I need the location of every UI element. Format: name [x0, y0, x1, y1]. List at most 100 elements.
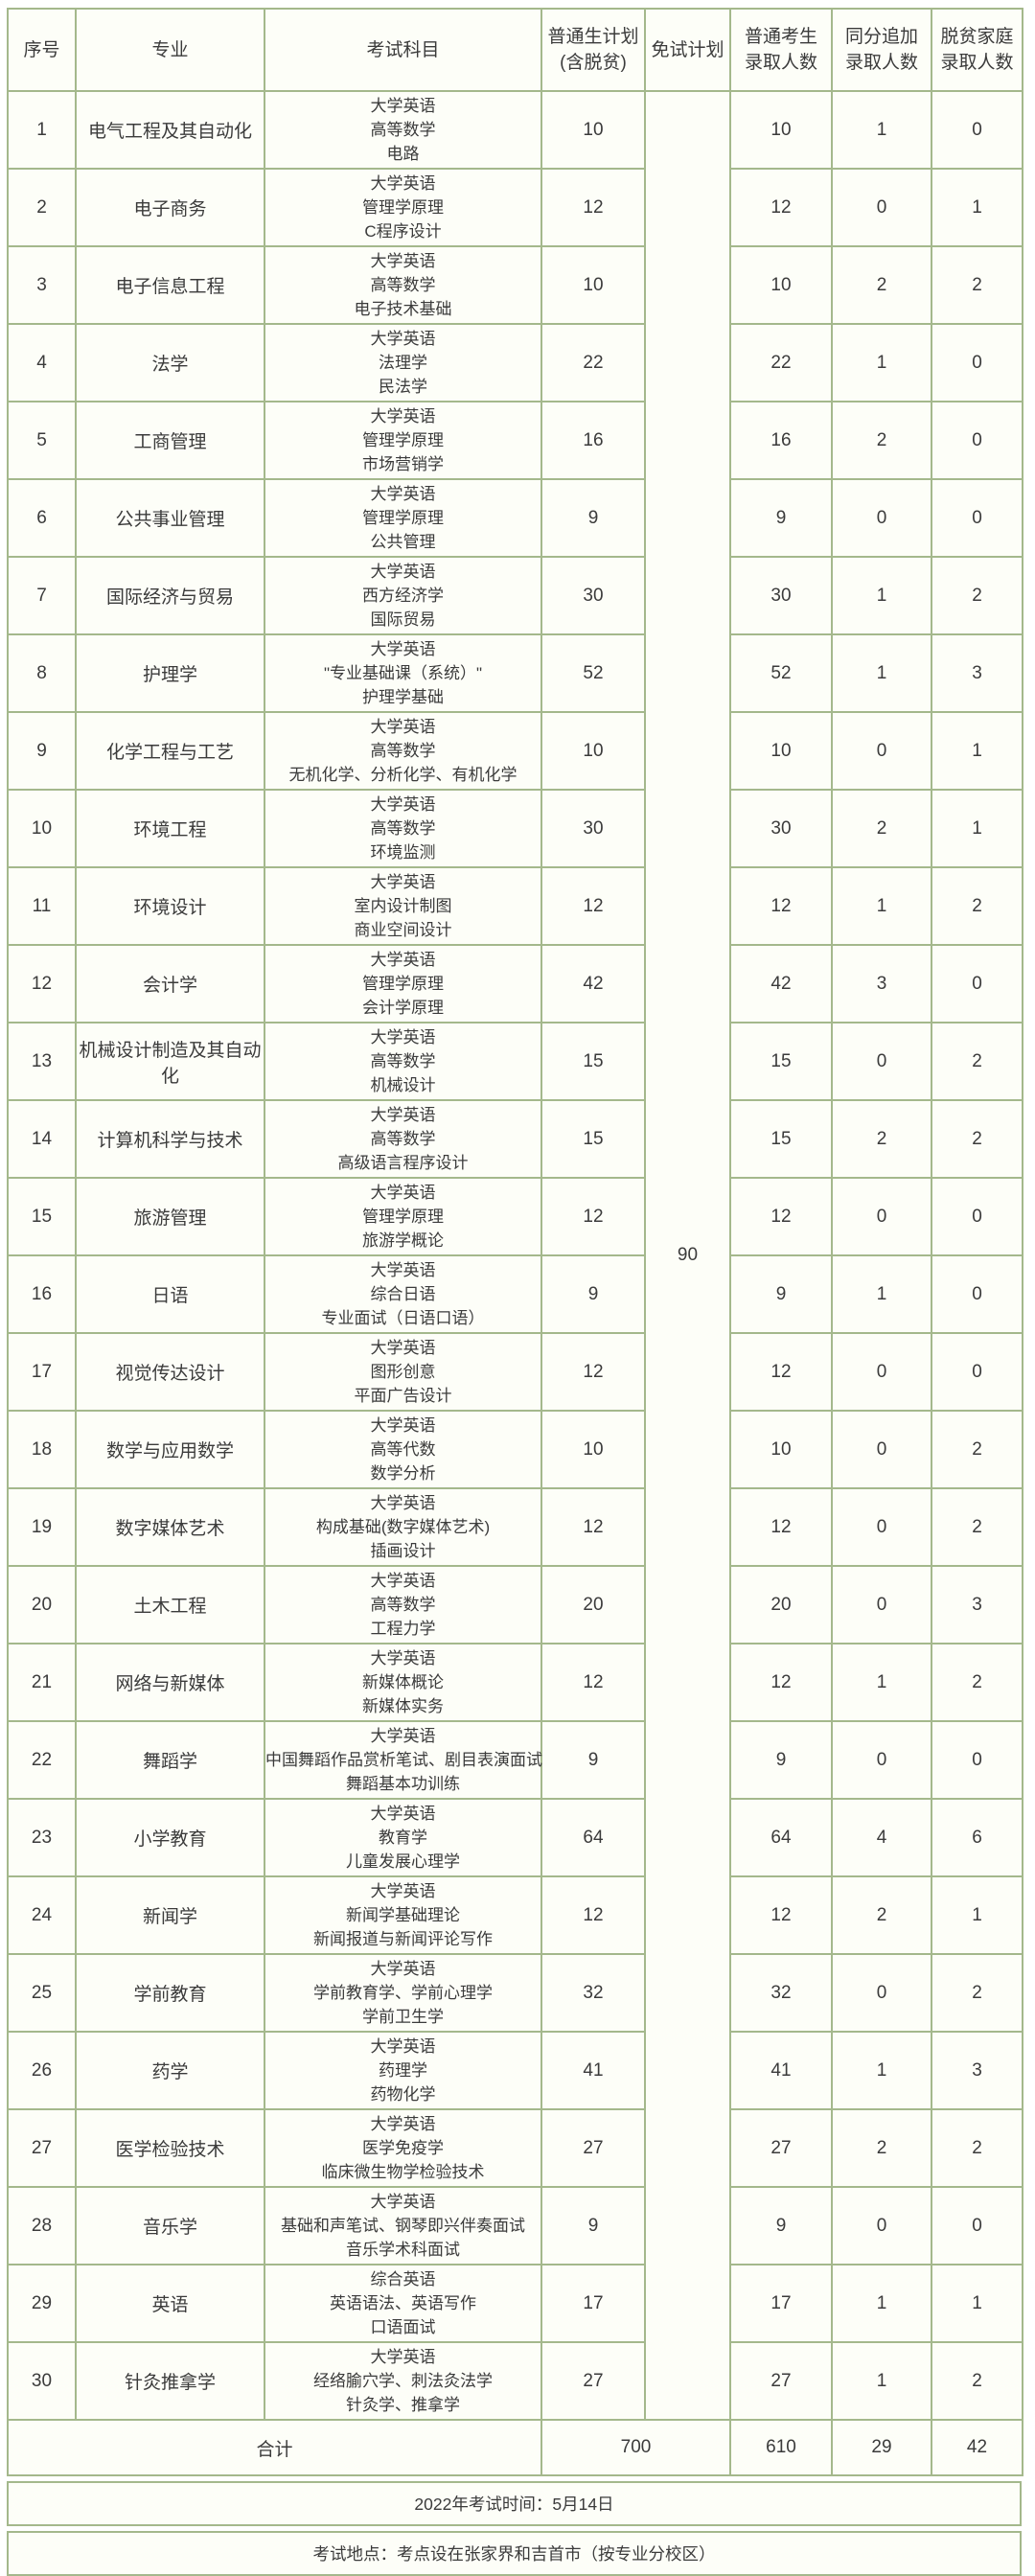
- subject-line: 法理学: [379, 354, 427, 372]
- cell-tie-extra: 2: [831, 789, 932, 868]
- subject-line: 音乐学术科面试: [346, 2241, 460, 2259]
- cell-no: 12: [7, 944, 77, 1024]
- subject-line: 环境监测: [370, 843, 436, 862]
- subject-line: 大学英语: [370, 1494, 436, 1512]
- cell-tie-extra: 0: [831, 711, 932, 791]
- cell-no: 21: [7, 1643, 77, 1722]
- cell-plan: 12: [540, 1177, 646, 1256]
- cell-tie-extra: 1: [831, 323, 932, 402]
- cell-admitted: 20: [729, 1565, 833, 1644]
- subject-line: 大学英语: [370, 1882, 436, 1900]
- cell-major: 环境设计: [75, 866, 265, 946]
- table-body: 1 电气工程及其自动化 大学英语 高等数学 电路 10 90 10 1 0 2 电子商务 大学英语 管理学…: [7, 90, 1024, 2421]
- subject-line: 大学英语: [370, 1416, 436, 1435]
- table-row: 6 公共事业管理 大学英语 管理学原理 公共管理 9 9 0 0: [7, 478, 1024, 558]
- subject-line: 大学英语: [370, 795, 436, 814]
- cell-poverty: 2: [931, 1487, 1024, 1567]
- cell-no: 28: [7, 2186, 77, 2266]
- subject-line: 大学英语: [370, 1727, 436, 1745]
- cell-subjects: 大学英语 医学免疫学 临床微生物学检验技术: [264, 2108, 542, 2188]
- subject-line: 新媒体实务: [362, 1697, 444, 1715]
- cell-plan: 10: [540, 1410, 646, 1489]
- cell-plan: 30: [540, 556, 646, 635]
- header-col-tie-extra: 同分追加 录取人数: [831, 8, 932, 92]
- exam-time-text: 2022年考试时间：5月14日: [414, 2495, 614, 2514]
- cell-admitted: 9: [729, 478, 833, 558]
- cell-major: 小学教育: [75, 1798, 265, 1877]
- table-row: 5 工商管理 大学英语 管理学原理 市场营销学 16 16 2 0: [7, 401, 1024, 480]
- subject-line: 大学英语: [370, 1339, 436, 1357]
- table-row: 8 护理学 大学英语 "专业基础课（系统）" 护理学基础 52 52 1 3: [7, 633, 1024, 713]
- cell-subjects: 大学英语 管理学原理 市场营销学: [264, 401, 542, 480]
- subject-line: 大学英语: [370, 1184, 436, 1202]
- cell-tie-extra: 4: [831, 1798, 932, 1877]
- cell-poverty: 3: [931, 2031, 1024, 2110]
- subject-line: 大学英语: [370, 2193, 436, 2211]
- cell-tie-extra: 1: [831, 2341, 932, 2421]
- cell-tie-extra: 0: [831, 478, 932, 558]
- table-row: 1 电气工程及其自动化 大学英语 高等数学 电路 10 90 10 1 0: [7, 90, 1024, 2421]
- table-row: 16 日语 大学英语 综合日语 专业面试（日语口语） 9 9 1 0: [7, 1254, 1024, 1334]
- cell-plan: 9: [540, 2186, 646, 2266]
- subject-line: 大学英语: [370, 640, 436, 658]
- subject-line: 高等数学: [370, 276, 436, 294]
- cell-tie-extra: 1: [831, 1643, 932, 1722]
- cell-admitted: 12: [729, 1487, 833, 1567]
- table-row: 7 国际经济与贸易 大学英语 西方经济学 国际贸易 30 30 1 2: [7, 556, 1024, 635]
- cell-tie-extra: 0: [831, 2186, 932, 2266]
- cell-subjects: 大学英语 高等数学 环境监测: [264, 789, 542, 868]
- table-row: 25 学前教育 大学英语 学前教育学、学前心理学 学前卫生学 32 32 0 2: [7, 1953, 1024, 2033]
- cell-tie-extra: 0: [831, 168, 932, 247]
- cell-admitted: 12: [729, 1643, 833, 1722]
- cell-major: 针灸推拿学: [75, 2341, 265, 2421]
- subject-line: 经络腧穴学、刺法灸法学: [313, 2372, 493, 2390]
- summary-row: 合计 700 610 29 42: [7, 2419, 1024, 2476]
- cell-subjects: 大学英语 室内设计制图 商业空间设计: [264, 866, 542, 946]
- cell-poverty: 0: [931, 323, 1024, 402]
- cell-admitted: 22: [729, 323, 833, 402]
- cell-no: 11: [7, 866, 77, 946]
- subject-line: 数学分析: [370, 1464, 436, 1483]
- cell-admitted: 27: [729, 2108, 833, 2188]
- cell-subjects: 大学英语 新闻学基础理论 新闻报道与新闻评论写作: [264, 1875, 542, 1955]
- cell-tie-extra: 0: [831, 1565, 932, 1644]
- table-header: 序号 专业 考试科目 普通生计划 (含脱贫) 免试计划 普通考生 录取人数 同分追加…: [7, 8, 1024, 92]
- cell-admitted: 17: [729, 2264, 833, 2343]
- cell-plan: 15: [540, 1099, 646, 1179]
- cell-plan: 41: [540, 2031, 646, 2110]
- cell-major: 日语: [75, 1254, 265, 1334]
- cell-no: 13: [7, 1022, 77, 1101]
- cell-major: 工商管理: [75, 401, 265, 480]
- subject-line: 民法学: [379, 378, 427, 396]
- cell-plan: 9: [540, 1254, 646, 1334]
- cell-no: 18: [7, 1410, 77, 1489]
- cell-poverty: 1: [931, 789, 1024, 868]
- cell-poverty: 3: [931, 633, 1024, 713]
- header-col-index: 序号: [7, 8, 77, 92]
- exam-time-note: 2022年考试时间：5月14日: [7, 2481, 1022, 2526]
- cell-no: 5: [7, 401, 77, 480]
- cell-no: 20: [7, 1565, 77, 1644]
- subject-line: 口语面试: [370, 2318, 436, 2336]
- cell-plan: 27: [540, 2108, 646, 2188]
- table-row: 29 英语 综合英语 英语语法、英语写作 口语面试 17 17 1 1: [7, 2264, 1024, 2343]
- cell-subjects: 大学英语 管理学原理 会计学原理: [264, 944, 542, 1024]
- cell-admitted: 42: [729, 944, 833, 1024]
- cell-subjects: 大学英语 教育学 儿童发展心理学: [264, 1798, 542, 1877]
- cell-major: 法学: [75, 323, 265, 402]
- subject-line: 管理学原理: [362, 509, 444, 527]
- cell-major: 音乐学: [75, 2186, 265, 2266]
- subject-line: 高等数学: [370, 1052, 436, 1070]
- cell-admitted: 10: [729, 711, 833, 791]
- cell-no: 7: [7, 556, 77, 635]
- table-row: 15 旅游管理 大学英语 管理学原理 旅游学概论 12 12 0 0: [7, 1177, 1024, 1256]
- cell-plan: 16: [540, 401, 646, 480]
- cell-poverty: 2: [931, 556, 1024, 635]
- subject-line: 旅游学概论: [362, 1231, 444, 1250]
- cell-no: 29: [7, 2264, 77, 2343]
- subject-line: 机械设计: [370, 1076, 436, 1094]
- table-row: 18 数学与应用数学 大学英语 高等代数 数学分析 10 10 0 2: [7, 1410, 1024, 1489]
- cell-plan: 20: [540, 1565, 646, 1644]
- table-row: 30 针灸推拿学 大学英语 经络腧穴学、刺法灸法学 针灸学、推拿学 27 27 1 2: [7, 2341, 1024, 2421]
